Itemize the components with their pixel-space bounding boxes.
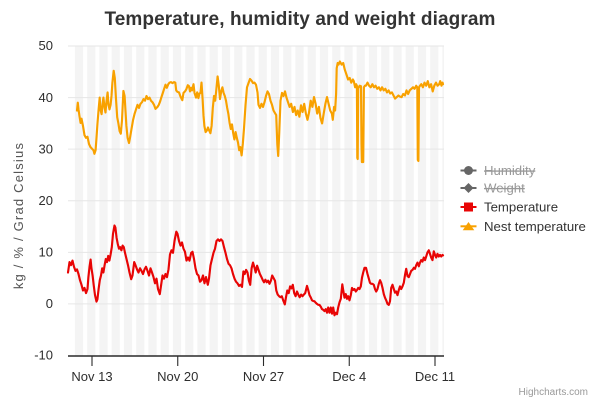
svg-text:Dec 11: Dec 11: [415, 369, 455, 384]
svg-text:Temperature, humidity and weig: Temperature, humidity and weight diagram: [104, 9, 495, 30]
svg-text:Highcharts.com: Highcharts.com: [519, 387, 588, 398]
svg-text:50: 50: [39, 38, 53, 53]
svg-text:Humidity: Humidity: [484, 163, 536, 178]
svg-text:10: 10: [39, 245, 53, 260]
svg-text:Dec 4: Dec 4: [332, 369, 366, 384]
svg-text:40: 40: [39, 90, 53, 105]
svg-text:Nov 13: Nov 13: [71, 369, 112, 384]
svg-text:30: 30: [39, 141, 53, 156]
svg-text:kg / % / Grad Celsius: kg / % / Grad Celsius: [11, 142, 26, 289]
svg-text:Temperature: Temperature: [484, 200, 558, 215]
svg-text:Nest temperature: Nest temperature: [484, 219, 586, 234]
svg-text:-10: -10: [34, 348, 53, 363]
svg-text:Nov 27: Nov 27: [243, 369, 284, 384]
svg-text:Weight: Weight: [484, 181, 525, 196]
svg-text:Nov 20: Nov 20: [157, 369, 198, 384]
svg-text:20: 20: [39, 193, 53, 208]
svg-text:0: 0: [46, 296, 53, 311]
